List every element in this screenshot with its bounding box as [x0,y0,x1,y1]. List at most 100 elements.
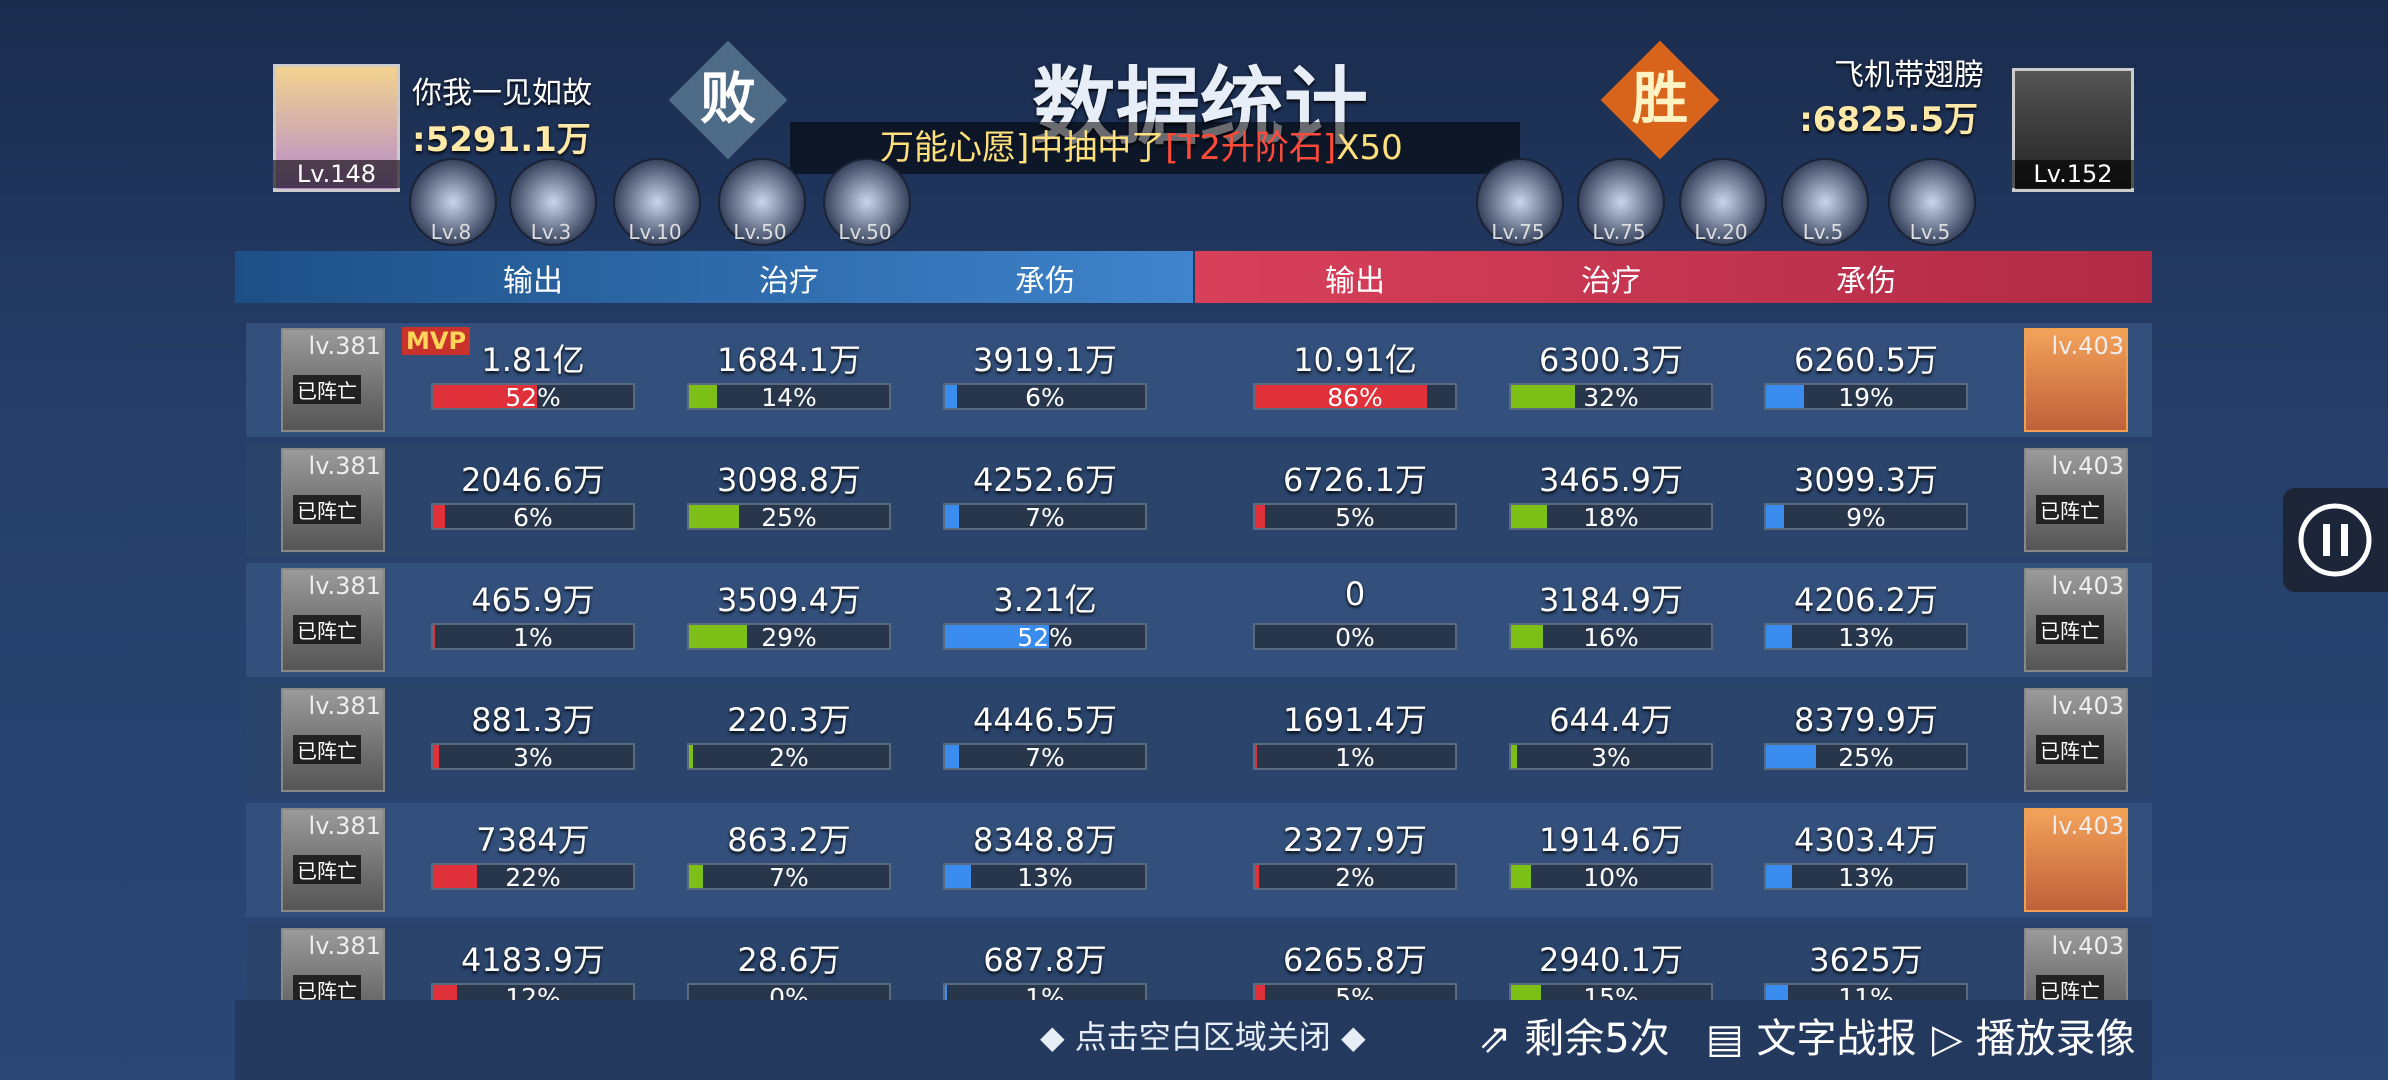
result: 胜 [1600,40,1720,160]
bar-track: 7% [687,863,891,892]
percent: 0% [769,983,809,1000]
pet-level: Lv.8 [430,220,472,244]
bar-fill [1766,505,1784,528]
portrait[interactable]: lv.403 已阵亡 [2024,568,2128,672]
portrait[interactable]: lv.403 已阵亡 [2024,928,2128,1000]
pet-icon[interactable] [509,158,597,246]
percent: 22% [505,863,561,892]
bar-track: 29% [687,623,891,652]
status: 已阵亡 [293,375,361,404]
bar-track: 19% [1764,383,1968,412]
level: lv.403 [2051,332,2124,360]
percent: 7% [1025,503,1065,532]
percent: 7% [1025,743,1065,772]
bar-fill [1255,505,1265,528]
bar-fill [1766,865,1792,888]
status: 已阵亡 [293,855,361,884]
percent: 13% [1017,863,1073,892]
pet-icon[interactable] [718,158,806,246]
pet-icon[interactable] [1888,158,1976,246]
percent: 52% [1017,623,1073,652]
replay-button[interactable]: ▷ 播放录像 [1932,1016,2136,1062]
bar-track: 6% [943,383,1147,412]
stat-value: 8379.9万 [1794,701,1938,739]
bar-track: 52% [943,623,1147,652]
percent: 5% [1335,503,1375,532]
bar-track: 18% [1509,503,1713,532]
percent: 13% [1838,623,1894,652]
portrait[interactable]: lv.381 已阵亡 [281,568,385,672]
bar-track: 3% [431,743,635,772]
status: 已阵亡 [293,615,361,644]
pet-icon[interactable] [1781,158,1869,246]
stat-row: lv.381 已阵亡 lv.403 已阵亡 4183.9万 12% 28.6万 0% 687.8… [246,923,2152,1000]
stat-value: 3509.4万 [717,581,861,619]
stat-value: 6265.8万 [1283,941,1427,979]
pet-icon[interactable] [409,158,497,246]
footer-bg [235,1000,2152,1080]
percent: 86% [1327,383,1383,412]
pet-level: Lv.50 [838,220,892,244]
percent: 13% [1838,863,1894,892]
stat-value: 1914.6万 [1539,821,1683,859]
stat-value: 1684.1万 [717,341,861,379]
portrait[interactable]: lv.381 已阵亡 [281,808,385,912]
bar-fill [1766,985,1788,1000]
stat-value: 28.6万 [737,941,841,979]
status: 已阵亡 [2036,495,2104,524]
percent: 7% [769,863,809,892]
report-text: 文字战报 [1756,1016,1917,1062]
stat-value: 3184.9万 [1539,581,1683,619]
portrait[interactable]: lv.381 已阵亡 [281,448,385,552]
portrait[interactable]: lv.403 已阵亡 [2024,688,2128,792]
pet-icon[interactable] [1679,158,1767,246]
stat-value: 7384万 [476,821,590,859]
pet-icon[interactable] [1577,158,1665,246]
stat-value: 4446.5万 [973,701,1117,739]
portrait[interactable]: lv.403 [2024,328,2128,432]
report-button[interactable]: ▤ 文字战报 [1706,1016,1917,1062]
pet-icon[interactable] [823,158,911,246]
status: 已阵亡 [2036,975,2104,1000]
pause-icon [2298,503,2372,577]
bar-fill [1511,385,1575,408]
bar-fill [1511,985,1541,1000]
bar-track: 1% [431,623,635,652]
bar-track: 14% [687,383,891,412]
bar-track: 13% [1764,623,1968,652]
stat-value: 644.4万 [1549,701,1673,739]
header-bar [1195,251,2152,303]
percent: 1% [1335,743,1375,772]
share-button[interactable]: ⇗ 剩余5次 [1478,1016,1670,1062]
bar-track: 13% [943,863,1147,892]
pet-icon[interactable] [613,158,701,246]
bar-fill [1511,505,1547,528]
close-text: 点击空白区域关闭 [1074,1018,1331,1056]
percent: 32% [1583,383,1639,412]
portrait[interactable]: lv.381 已阵亡 [281,688,385,792]
stat-value: 4206.2万 [1794,581,1938,619]
level: lv.381 [308,452,381,480]
header-bar [235,251,1193,303]
percent: 9% [1846,503,1886,532]
player-name: 飞机带翅膀 [1834,58,1984,93]
stat-value: 3.21亿 [993,581,1097,619]
portrait[interactable]: lv.381 已阵亡 [281,328,385,432]
bar-fill [433,625,435,648]
bar-track: 7% [943,743,1147,772]
bar-fill [1511,625,1543,648]
pet-level: Lv.10 [628,220,682,244]
bar-track: 22% [431,863,635,892]
stat-value: 2940.1万 [1539,941,1683,979]
stat-value: 3098.8万 [717,461,861,499]
close-hint[interactable]: ◆ 点击空白区域关闭 ◆ [1040,1018,1366,1056]
pause-button[interactable] [2283,488,2388,592]
stat-value: 687.8万 [983,941,1107,979]
portrait[interactable]: lv.403 [2024,808,2128,912]
portrait[interactable]: lv.403 已阵亡 [2024,448,2128,552]
bar-fill [1766,745,1816,768]
bar-fill [433,745,439,768]
pet-icon[interactable] [1476,158,1564,246]
stat-row: lv.381 已阵亡 lv.403 已阵亡 2046.6万 6% 3098.8万 25% 425… [246,443,2152,557]
portrait[interactable]: lv.381 已阵亡 [281,928,385,1000]
